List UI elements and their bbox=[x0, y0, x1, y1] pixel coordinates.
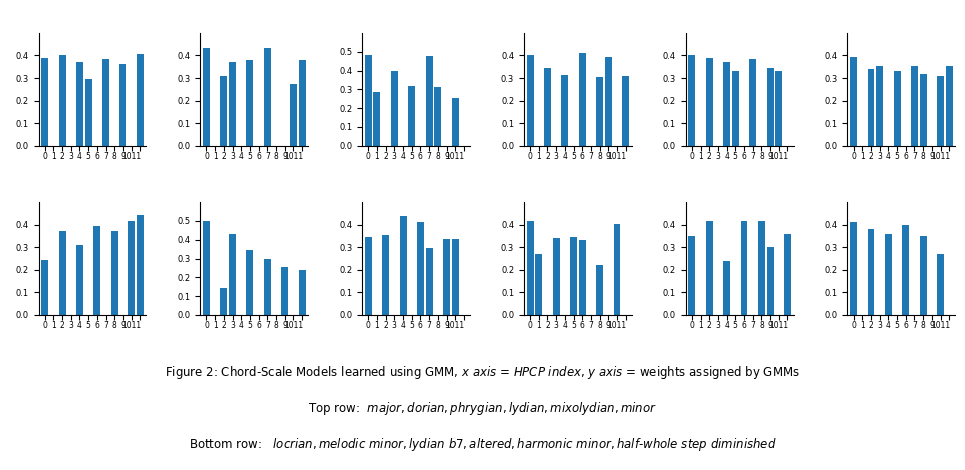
Bar bbox=[220, 288, 228, 315]
Bar bbox=[137, 55, 144, 146]
Bar bbox=[536, 254, 542, 315]
Bar bbox=[229, 62, 236, 146]
Bar bbox=[111, 231, 118, 315]
Bar bbox=[137, 214, 144, 315]
Bar bbox=[263, 47, 271, 146]
Bar bbox=[894, 71, 900, 146]
Bar bbox=[705, 58, 713, 146]
Bar bbox=[885, 234, 892, 315]
Bar bbox=[298, 270, 306, 315]
Bar bbox=[920, 73, 926, 146]
Bar bbox=[365, 55, 372, 146]
Bar bbox=[902, 225, 909, 315]
Bar bbox=[868, 229, 874, 315]
Bar bbox=[579, 241, 586, 315]
Bar bbox=[527, 221, 534, 315]
Bar bbox=[426, 56, 432, 146]
Bar bbox=[426, 248, 432, 315]
Bar bbox=[391, 70, 398, 146]
Bar bbox=[775, 71, 783, 146]
Bar bbox=[281, 267, 289, 315]
Bar bbox=[688, 55, 696, 146]
Bar bbox=[850, 56, 857, 146]
Bar bbox=[102, 59, 109, 146]
Bar bbox=[850, 222, 857, 315]
Bar bbox=[723, 62, 731, 146]
Bar bbox=[263, 258, 271, 315]
Bar bbox=[417, 222, 424, 315]
Bar bbox=[705, 221, 713, 315]
Bar bbox=[596, 77, 603, 146]
Bar bbox=[579, 53, 586, 146]
Bar bbox=[120, 64, 126, 146]
Bar bbox=[203, 221, 210, 315]
Bar bbox=[246, 61, 254, 146]
Bar bbox=[731, 71, 739, 146]
Bar bbox=[128, 221, 135, 315]
Bar bbox=[562, 75, 568, 146]
Bar bbox=[203, 47, 210, 146]
Text: Figure 2: Chord-Scale Models learned using GMM, $x$ $axis$ = $HPCP$ $index$, $y$: Figure 2: Chord-Scale Models learned usi… bbox=[165, 364, 800, 381]
Bar bbox=[365, 237, 372, 315]
Bar bbox=[688, 236, 696, 315]
Bar bbox=[868, 69, 874, 146]
Bar bbox=[290, 84, 297, 146]
Bar bbox=[758, 221, 765, 315]
Bar bbox=[527, 55, 534, 146]
Bar bbox=[434, 87, 441, 146]
Bar bbox=[400, 216, 406, 315]
Bar bbox=[622, 76, 629, 146]
Bar bbox=[784, 234, 791, 315]
Bar bbox=[544, 68, 551, 146]
Bar bbox=[59, 55, 66, 146]
Bar bbox=[766, 68, 774, 146]
Bar bbox=[373, 92, 380, 146]
Bar bbox=[298, 61, 306, 146]
Bar bbox=[937, 76, 944, 146]
Bar bbox=[911, 66, 918, 146]
Bar bbox=[443, 239, 450, 315]
Text: Top row:  $major, dorian, phrygian, lydian, mixolydian, minor$: Top row: $major, dorian, phrygian, lydia… bbox=[308, 400, 657, 417]
Text: Bottom row:   $locrian, melodic\ minor, lydian\ b7, altered, harmonic\ minor, ha: Bottom row: $locrian, melodic\ minor, ly… bbox=[189, 436, 776, 453]
Bar bbox=[408, 86, 415, 146]
Bar bbox=[41, 58, 48, 146]
Bar bbox=[76, 245, 83, 315]
Bar bbox=[553, 238, 560, 315]
Bar bbox=[570, 237, 577, 315]
Bar bbox=[59, 231, 66, 315]
Bar bbox=[382, 235, 389, 315]
Bar bbox=[452, 239, 458, 315]
Bar bbox=[85, 79, 92, 146]
Bar bbox=[596, 265, 603, 315]
Bar bbox=[452, 98, 458, 146]
Bar bbox=[740, 221, 748, 315]
Bar bbox=[946, 66, 952, 146]
Bar bbox=[229, 234, 236, 315]
Bar bbox=[41, 259, 48, 315]
Bar bbox=[920, 236, 926, 315]
Bar bbox=[605, 56, 612, 146]
Bar bbox=[876, 66, 883, 146]
Bar bbox=[766, 247, 774, 315]
Bar bbox=[749, 59, 757, 146]
Bar bbox=[94, 226, 100, 315]
Bar bbox=[246, 250, 254, 315]
Bar bbox=[76, 62, 83, 146]
Bar bbox=[937, 254, 944, 315]
Bar bbox=[220, 76, 228, 146]
Bar bbox=[614, 224, 620, 315]
Bar bbox=[723, 261, 731, 315]
